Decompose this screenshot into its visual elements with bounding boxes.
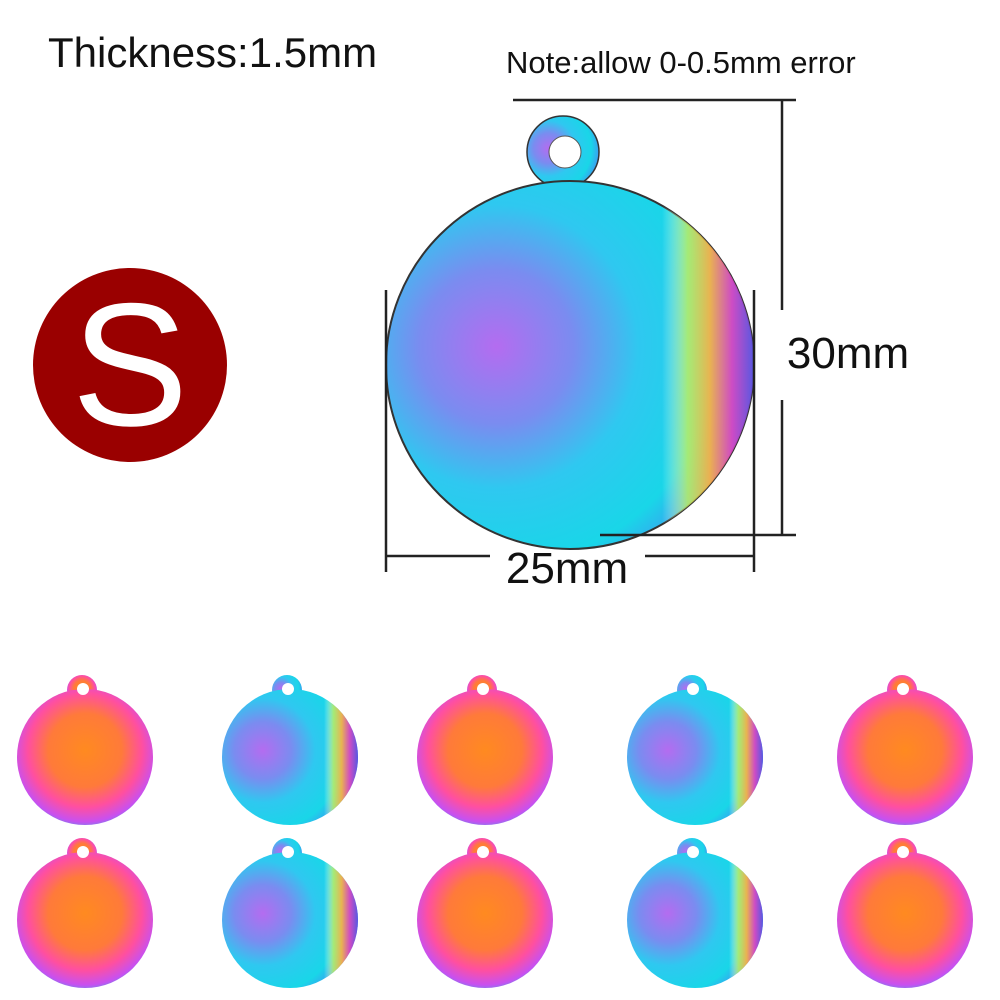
pendant-hole xyxy=(77,683,89,695)
size-badge-circle xyxy=(33,268,227,462)
pendant-thumb xyxy=(17,675,153,825)
pendant-rim xyxy=(222,852,358,988)
tolerance-note: Note:allow 0-0.5mm error xyxy=(506,45,856,80)
pendant-rim xyxy=(627,689,763,825)
pendant-hole xyxy=(77,846,89,858)
width-label: 25mm xyxy=(506,544,628,593)
thickness-title: Thickness:1.5mm xyxy=(48,29,377,76)
pendant-thumb xyxy=(417,675,553,825)
pendant-thumb xyxy=(417,838,553,988)
pendant-thumb xyxy=(222,675,358,825)
pendant-rim xyxy=(222,689,358,825)
pendant-thumb xyxy=(837,838,973,988)
pendant-rim xyxy=(627,852,763,988)
pendant-rim xyxy=(386,181,754,549)
pendant-body xyxy=(837,852,973,988)
pendant-thumb xyxy=(627,675,763,825)
pendant-body xyxy=(837,689,973,825)
pendant-thumb xyxy=(627,838,763,988)
pendant-hole xyxy=(477,683,489,695)
pendant-body xyxy=(417,852,553,988)
pendant-body xyxy=(17,852,153,988)
pendant-hole xyxy=(897,846,909,858)
pendant-hole xyxy=(897,683,909,695)
pendant-thumb xyxy=(837,675,973,825)
pendant-hole xyxy=(282,683,294,695)
pendant-hole xyxy=(687,683,699,695)
pendant-body xyxy=(17,689,153,825)
pendant-hole xyxy=(548,135,582,169)
height-label: 30mm xyxy=(787,329,909,378)
pendant-grid xyxy=(17,675,973,988)
dimension-lines xyxy=(384,98,796,572)
main-pendant xyxy=(385,115,755,550)
size-badge-letter: S xyxy=(72,268,189,463)
pendant-hole xyxy=(282,846,294,858)
pendant-hole xyxy=(477,846,489,858)
pendant-hole xyxy=(687,846,699,858)
pendant-thumb xyxy=(17,838,153,988)
pendant-thumb xyxy=(222,838,358,988)
pendant-body xyxy=(417,689,553,825)
